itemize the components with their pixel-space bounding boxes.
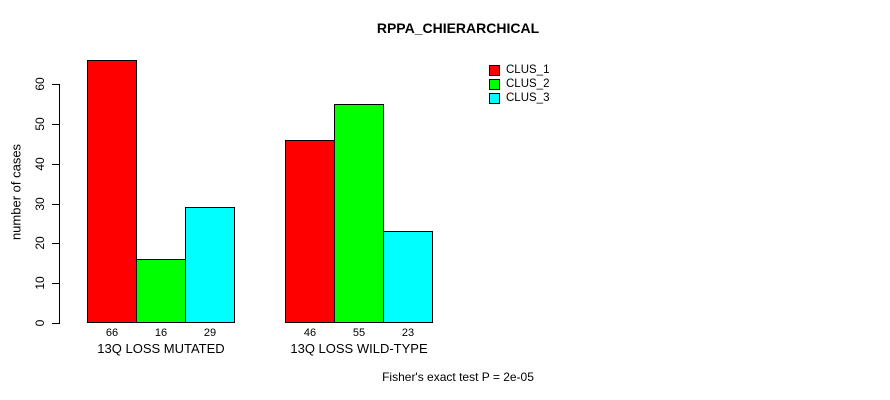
legend-swatch-clus_1 bbox=[489, 65, 500, 76]
legend-item: CLUS_1 bbox=[489, 64, 549, 77]
y-tick-label: 0 bbox=[33, 319, 47, 327]
y-tick bbox=[52, 323, 59, 324]
legend-label: CLUS_3 bbox=[506, 92, 550, 104]
bar-value-label: 29 bbox=[203, 327, 217, 339]
bar-clus_3-group1 bbox=[185, 207, 235, 323]
category-label: 13Q LOSS MUTATED bbox=[97, 341, 225, 356]
legend-item: CLUS_3 bbox=[489, 92, 549, 105]
legend-item: CLUS_2 bbox=[489, 78, 549, 91]
bar-clus_1-group1 bbox=[87, 60, 137, 323]
y-tick-label: 60 bbox=[33, 77, 47, 91]
legend: CLUS_1 CLUS_2 CLUS_3 bbox=[489, 64, 549, 106]
legend-swatch-clus_3 bbox=[489, 93, 500, 104]
y-tick-label: 10 bbox=[33, 276, 47, 290]
y-axis-label: number of cases bbox=[8, 143, 24, 241]
y-tick bbox=[52, 203, 59, 205]
bar-clus_1-group2 bbox=[285, 139, 335, 323]
bar-value-label: 23 bbox=[401, 327, 415, 339]
bar-value-label: 66 bbox=[105, 327, 119, 339]
y-tick-label: 40 bbox=[33, 156, 47, 171]
y-axis bbox=[59, 84, 60, 324]
legend-label: CLUS_2 bbox=[506, 78, 550, 90]
bar-value-label: 16 bbox=[154, 327, 168, 339]
bar-clus_2-group2 bbox=[334, 103, 384, 323]
bar-clus_2-group1 bbox=[136, 259, 186, 323]
y-tick-label: 20 bbox=[33, 236, 47, 251]
y-tick bbox=[52, 163, 59, 165]
legend-swatch-clus_2 bbox=[489, 79, 500, 90]
y-tick bbox=[52, 84, 59, 85]
y-tick-label: 50 bbox=[33, 117, 47, 131]
bar-value-label: 55 bbox=[352, 327, 366, 339]
legend-label: CLUS_1 bbox=[506, 64, 550, 76]
y-tick bbox=[52, 123, 59, 125]
chart-title: RPPA_CHIERARCHICAL bbox=[376, 20, 540, 36]
bar-clus_3-group2 bbox=[383, 231, 433, 323]
y-tick bbox=[52, 283, 59, 285]
y-tick-label: 30 bbox=[33, 196, 47, 211]
y-tick bbox=[52, 243, 59, 245]
fisher-test-annotation: Fisher's exact test P = 2e-05 bbox=[382, 370, 534, 384]
category-label: 13Q LOSS WILD-TYPE bbox=[290, 341, 428, 356]
bar-value-label: 46 bbox=[303, 327, 317, 339]
